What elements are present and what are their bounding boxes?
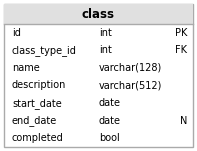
Text: name: name (12, 63, 40, 73)
Text: int: int (99, 45, 112, 55)
Text: completed: completed (12, 133, 64, 143)
Bar (4, 4, 193, 24)
Text: varchar(512): varchar(512) (99, 80, 162, 90)
Text: varchar(128): varchar(128) (99, 63, 162, 73)
Text: id: id (12, 28, 21, 38)
Text: bool: bool (99, 133, 120, 143)
Text: date: date (99, 98, 121, 108)
Text: class: class (82, 8, 115, 21)
Text: N: N (180, 116, 187, 126)
Text: class_type_id: class_type_id (12, 45, 77, 56)
Text: end_date: end_date (12, 115, 57, 126)
Text: description: description (12, 80, 66, 90)
Text: int: int (99, 28, 112, 38)
Text: date: date (99, 116, 121, 126)
Text: FK: FK (175, 45, 187, 55)
Text: start_date: start_date (12, 98, 62, 109)
Text: PK: PK (175, 28, 187, 38)
